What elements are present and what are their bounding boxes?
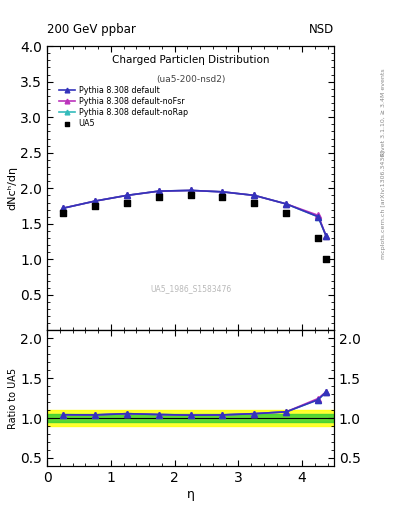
Text: NSD: NSD	[309, 23, 334, 36]
Text: (ua5-200-nsd2): (ua5-200-nsd2)	[156, 75, 225, 83]
Pythia 8.308 default	[284, 201, 288, 207]
Pythia 8.308 default	[93, 198, 97, 204]
Text: mcplots.cern.ch [arXiv:1306.3436]: mcplots.cern.ch [arXiv:1306.3436]	[381, 151, 386, 259]
Pythia 8.308 default	[316, 214, 320, 220]
Pythia 8.308 default-noFsr	[252, 193, 257, 199]
Legend: Pythia 8.308 default, Pythia 8.308 default-noFsr, Pythia 8.308 default-noRap, UA: Pythia 8.308 default, Pythia 8.308 defau…	[57, 84, 189, 130]
Pythia 8.308 default	[324, 233, 329, 239]
Pythia 8.308 default	[252, 193, 257, 199]
Pythia 8.308 default-noRap	[220, 189, 225, 195]
Y-axis label: dNᴄʰ/dη: dNᴄʰ/dη	[7, 166, 18, 210]
UA5	[251, 199, 257, 207]
Pythia 8.308 default	[188, 187, 193, 194]
Text: Charged Particleη Distribution: Charged Particleη Distribution	[112, 55, 269, 65]
UA5	[323, 255, 329, 264]
Pythia 8.308 default-noRap	[61, 205, 66, 211]
Pythia 8.308 default	[220, 189, 225, 195]
Pythia 8.308 default-noRap	[324, 233, 329, 239]
UA5	[283, 209, 289, 217]
Text: 200 GeV ppbar: 200 GeV ppbar	[47, 23, 136, 36]
X-axis label: η: η	[187, 487, 195, 501]
Text: UA5_1986_S1583476: UA5_1986_S1583476	[150, 285, 231, 293]
UA5	[219, 193, 226, 201]
Pythia 8.308 default-noRap	[93, 198, 97, 204]
Pythia 8.308 default-noFsr	[220, 189, 225, 195]
Pythia 8.308 default-noFsr	[188, 187, 193, 194]
Pythia 8.308 default-noRap	[188, 187, 193, 194]
UA5	[124, 199, 130, 207]
Pythia 8.308 default-noFsr	[61, 205, 66, 211]
Pythia 8.308 default-noRap	[156, 188, 161, 194]
Pythia 8.308 default-noFsr	[93, 198, 97, 204]
Text: Rivet 3.1.10, ≥ 3.4M events: Rivet 3.1.10, ≥ 3.4M events	[381, 69, 386, 157]
Pythia 8.308 default-noFsr	[324, 233, 329, 239]
Pythia 8.308 default-noFsr	[284, 201, 288, 207]
Pythia 8.308 default-noRap	[125, 193, 129, 199]
UA5	[156, 193, 162, 201]
Pythia 8.308 default-noRap	[252, 193, 257, 199]
Pythia 8.308 default-noFsr	[156, 188, 161, 194]
Line: Pythia 8.308 default-noRap: Pythia 8.308 default-noRap	[60, 187, 329, 239]
Pythia 8.308 default	[125, 193, 129, 199]
Line: Pythia 8.308 default: Pythia 8.308 default	[60, 187, 329, 239]
UA5	[60, 209, 66, 217]
Line: Pythia 8.308 default-noFsr: Pythia 8.308 default-noFsr	[60, 187, 329, 239]
UA5	[92, 202, 98, 210]
Pythia 8.308 default	[156, 188, 161, 194]
Pythia 8.308 default-noRap	[284, 201, 288, 207]
Pythia 8.308 default	[61, 205, 66, 211]
Pythia 8.308 default-noFsr	[316, 212, 320, 219]
Y-axis label: Ratio to UA5: Ratio to UA5	[7, 368, 18, 429]
UA5	[187, 191, 194, 200]
Pythia 8.308 default-noRap	[316, 214, 320, 220]
Pythia 8.308 default-noFsr	[125, 193, 129, 199]
UA5	[315, 234, 321, 242]
